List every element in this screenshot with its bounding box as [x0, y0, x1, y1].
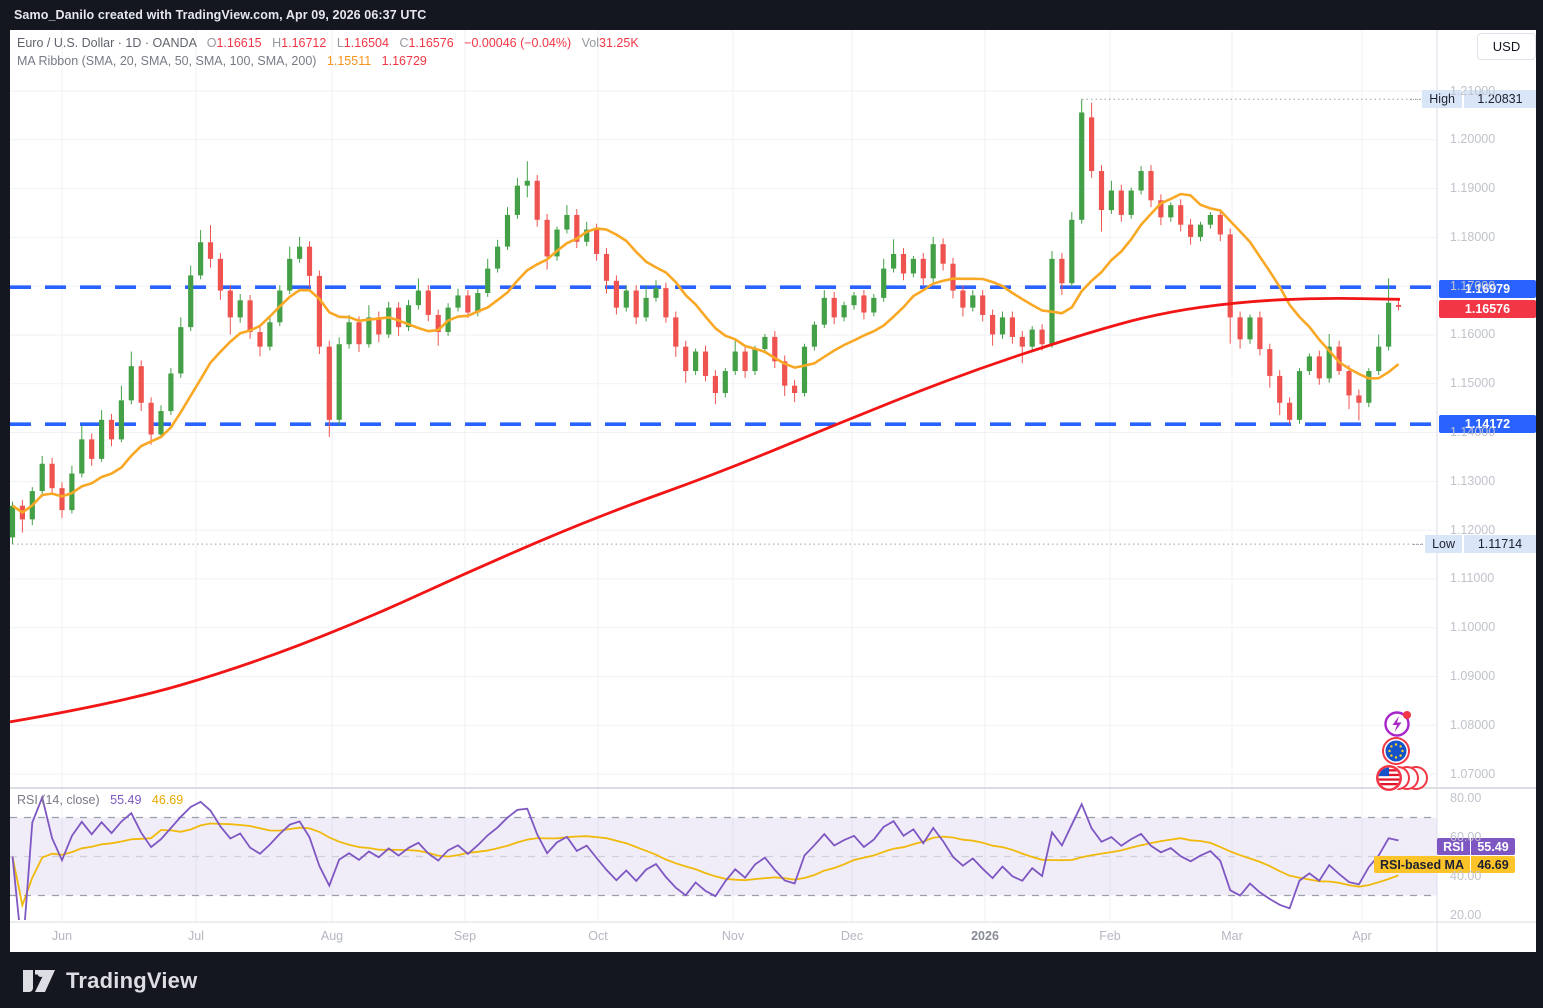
- price-tick-label[interactable]: 1.17000: [1450, 278, 1496, 293]
- rsi-tick-label[interactable]: 80.00: [1450, 790, 1482, 805]
- open-label: O: [206, 36, 217, 50]
- price-tick-label[interactable]: 1.07000: [1450, 766, 1496, 781]
- tradingview-logo[interactable]: TradingView: [22, 966, 197, 996]
- volume-value: 31.25K: [599, 36, 639, 50]
- low-marker: Low 1.11714: [1413, 535, 1536, 553]
- volume-label: Vol: [581, 36, 600, 50]
- low-marker-value: 1.11714: [1464, 535, 1536, 553]
- ma-fast-value: 1.15511: [326, 54, 372, 68]
- price-tick-label[interactable]: 1.20000: [1450, 132, 1496, 147]
- high-marker-label: High: [1422, 90, 1462, 108]
- rsi-tick-label[interactable]: 20.00: [1450, 907, 1482, 922]
- time-tick-label[interactable]: Aug: [320, 929, 344, 943]
- currency-toggle-button[interactable]: USD: [1477, 33, 1536, 60]
- time-tick-label[interactable]: Jun: [51, 929, 73, 943]
- price-tick-label[interactable]: 1.21000: [1450, 83, 1496, 98]
- close-value: 1.16576: [408, 36, 454, 50]
- ma-ribbon-label: MA Ribbon (SMA, 20, SMA, 50, SMA, 100, S…: [17, 54, 317, 68]
- tradingview-logo-text: TradingView: [66, 968, 198, 993]
- attribution-bar: Samo_Danilo created with TradingView.com…: [0, 0, 1543, 30]
- rsi-ma-badge: RSI-based MA 46.69: [1373, 856, 1515, 873]
- high-marker-leader-line: [1410, 98, 1421, 100]
- low-label: L: [336, 36, 344, 50]
- level-badge-lower[interactable]: 1.14172: [1439, 415, 1536, 433]
- price-tick-label[interactable]: 1.18000: [1450, 229, 1496, 244]
- tradingview-logo-icon: [23, 970, 55, 992]
- attribution-text: Samo_Danilo created with TradingView.com…: [14, 8, 427, 22]
- rsi-ma-badge-value: 46.69: [1471, 856, 1515, 873]
- time-tick-label[interactable]: 2026: [971, 929, 999, 943]
- rsi-badge: RSI 55.49: [1437, 838, 1515, 855]
- change-value: −0.00046 (−0.04%): [464, 36, 572, 50]
- symbol-title: Euro / U.S. Dollar · 1D · OANDA: [17, 36, 197, 50]
- time-tick-label[interactable]: Jul: [188, 929, 204, 943]
- price-tick-label[interactable]: 1.11000: [1450, 571, 1495, 586]
- ma-slow-value: 1.16729: [381, 54, 427, 68]
- time-tick-label[interactable]: Apr: [1352, 929, 1372, 943]
- rsi-tick-label[interactable]: 60.00: [1450, 829, 1482, 844]
- rsi-ma-value: 46.69: [151, 793, 184, 807]
- level-badge-upper[interactable]: 1.16979: [1439, 280, 1536, 298]
- rsi-badge-label: RSI: [1437, 838, 1470, 855]
- flash-event-icon[interactable]: [1384, 711, 1412, 737]
- us-flag-events-icon[interactable]: [1375, 764, 1428, 792]
- low-marker-label: Low: [1425, 535, 1462, 553]
- time-tick-label[interactable]: Oct: [588, 929, 608, 943]
- high-marker: High 1.20831: [1410, 90, 1536, 108]
- price-tick-label[interactable]: 1.09000: [1450, 668, 1496, 683]
- price-tick-label[interactable]: 1.16000: [1450, 327, 1496, 342]
- time-tick-label[interactable]: Nov: [721, 929, 745, 943]
- rsi-ma-badge-label: RSI-based MA: [1373, 856, 1470, 873]
- ma-ribbon-legend-row[interactable]: MA Ribbon (SMA, 20, SMA, 50, SMA, 100, S…: [17, 54, 427, 68]
- last-price-badge: 1.16576: [1439, 300, 1536, 318]
- brand-bar: [0, 952, 1543, 1008]
- symbol-legend-row[interactable]: Euro / U.S. Dollar · 1D · OANDA O1.16615…: [17, 36, 639, 50]
- rsi-legend-row[interactable]: RSI (14, close) 55.49 46.69: [17, 793, 183, 807]
- price-tick-label[interactable]: 1.14000: [1450, 425, 1496, 440]
- chart-surface[interactable]: [10, 30, 1536, 952]
- price-tick-label[interactable]: 1.12000: [1450, 522, 1496, 537]
- rsi-value: 55.49: [110, 793, 142, 807]
- time-tick-label[interactable]: Mar: [1221, 929, 1243, 943]
- low-value: 1.16504: [343, 36, 389, 50]
- rsi-badge-value: 55.49: [1471, 838, 1515, 855]
- price-tick-label[interactable]: 1.08000: [1450, 717, 1496, 732]
- high-value: 1.16712: [281, 36, 327, 50]
- rsi-label: RSI (14, close): [17, 793, 100, 807]
- open-value: 1.16615: [216, 36, 262, 50]
- time-tick-label[interactable]: Dec: [840, 929, 864, 943]
- price-tick-label[interactable]: 1.10000: [1450, 620, 1496, 635]
- high-marker-value: 1.20831: [1464, 90, 1536, 108]
- eu-flag-event-icon[interactable]: [1382, 737, 1410, 765]
- close-label: C: [399, 36, 409, 50]
- price-tick-label[interactable]: 1.13000: [1450, 473, 1496, 488]
- rsi-tick-label[interactable]: 40.00: [1450, 868, 1482, 883]
- high-label: H: [272, 36, 282, 50]
- low-marker-leader-line: [1413, 543, 1424, 545]
- price-tick-label[interactable]: 1.15000: [1450, 376, 1496, 391]
- event-markers[interactable]: [1372, 705, 1436, 793]
- time-tick-label[interactable]: Feb: [1099, 929, 1121, 943]
- price-tick-label[interactable]: 1.19000: [1450, 181, 1496, 196]
- time-tick-label[interactable]: Sep: [453, 929, 477, 943]
